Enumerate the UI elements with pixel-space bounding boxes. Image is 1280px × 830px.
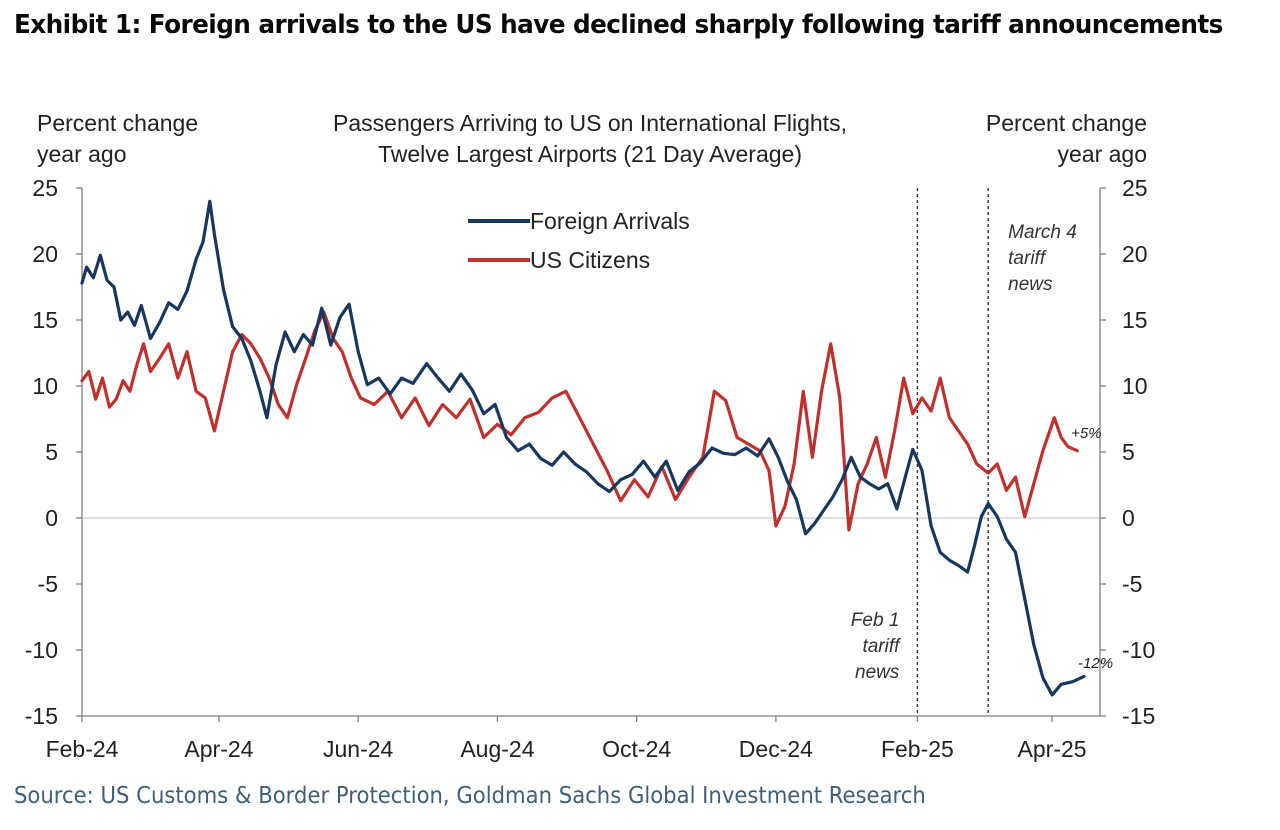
event-label: tariff [862,636,901,657]
right-axis-unit-label: Percent change year ago [940,108,1147,170]
x-tick-label: Apr-25 [1018,736,1087,762]
right-axis-unit-line-1: Percent change [985,110,1147,136]
left-axis-unit-line-1: Percent change [37,110,199,136]
legend-label: Foreign Arrivals [530,208,690,234]
y-tick-label-left: 20 [32,241,58,267]
y-tick-label-right: 20 [1122,241,1148,267]
left-axis-unit-label: Percent change year ago [37,108,198,170]
exhibit-title: Exhibit 1: Foreign arrivals to the US ha… [14,10,1223,40]
y-tick-label-right: 15 [1122,307,1148,333]
end-value-label: -12% [1078,655,1113,672]
y-tick-label-right: 0 [1122,505,1135,531]
y-tick-label-left: 0 [45,505,58,531]
y-tick-label-left: -10 [25,637,58,663]
x-tick-label: Aug-24 [460,736,534,762]
x-tick-label: Feb-25 [881,736,954,762]
event-label: tariff [1008,248,1047,269]
left-axis-unit-line-2: year ago [37,141,127,167]
chart-title: Passengers Arriving to US on Internation… [260,108,920,170]
x-tick-label: Oct-24 [602,736,671,762]
line-chart: 25 25 20 20 15 15 10 10 5 5 0 0 -5 -5 -10 -10 -15 -15 Feb-… [25,175,1156,762]
y-tick-label-right: -15 [1122,703,1155,729]
y-tick-label-left: 5 [45,439,58,465]
event-label: March 4 [1008,222,1077,243]
y-tick-label-left: -15 [25,703,58,729]
x-tick-label: Dec-24 [739,736,813,762]
y-tick-label-right: 25 [1122,175,1148,201]
x-tick-label: Apr-24 [184,736,253,762]
y-tick-label-left: 10 [32,373,58,399]
y-tick-label-right: 5 [1122,439,1135,465]
event-label: news [855,662,900,683]
foreign-arrivals-line [80,199,1086,697]
x-tick-label: Feb-24 [46,736,119,762]
event-label: news [1008,274,1053,295]
chart-title-line-1: Passengers Arriving to US on Internation… [333,110,847,136]
event-label: Feb 1 [851,610,900,631]
right-axis-unit-line-2: year ago [1057,141,1147,167]
source-note: Source: US Customs & Border Protection, … [14,783,926,809]
y-tick-label-left: -5 [38,571,58,597]
x-tick-label: Jun-24 [323,736,394,762]
chart-title-line-2: Twelve Largest Airports (21 Day Average) [377,141,802,167]
legend-label: US Citizens [530,247,650,273]
y-tick-label-right: -5 [1122,571,1142,597]
y-tick-label-left: 15 [32,307,58,333]
y-tick-label-right: 10 [1122,373,1148,399]
y-tick-label-left: 25 [32,175,58,201]
y-tick-label-right: -10 [1122,637,1155,663]
end-value-label: +5% [1071,425,1101,442]
us-citizens-line [80,310,1079,532]
